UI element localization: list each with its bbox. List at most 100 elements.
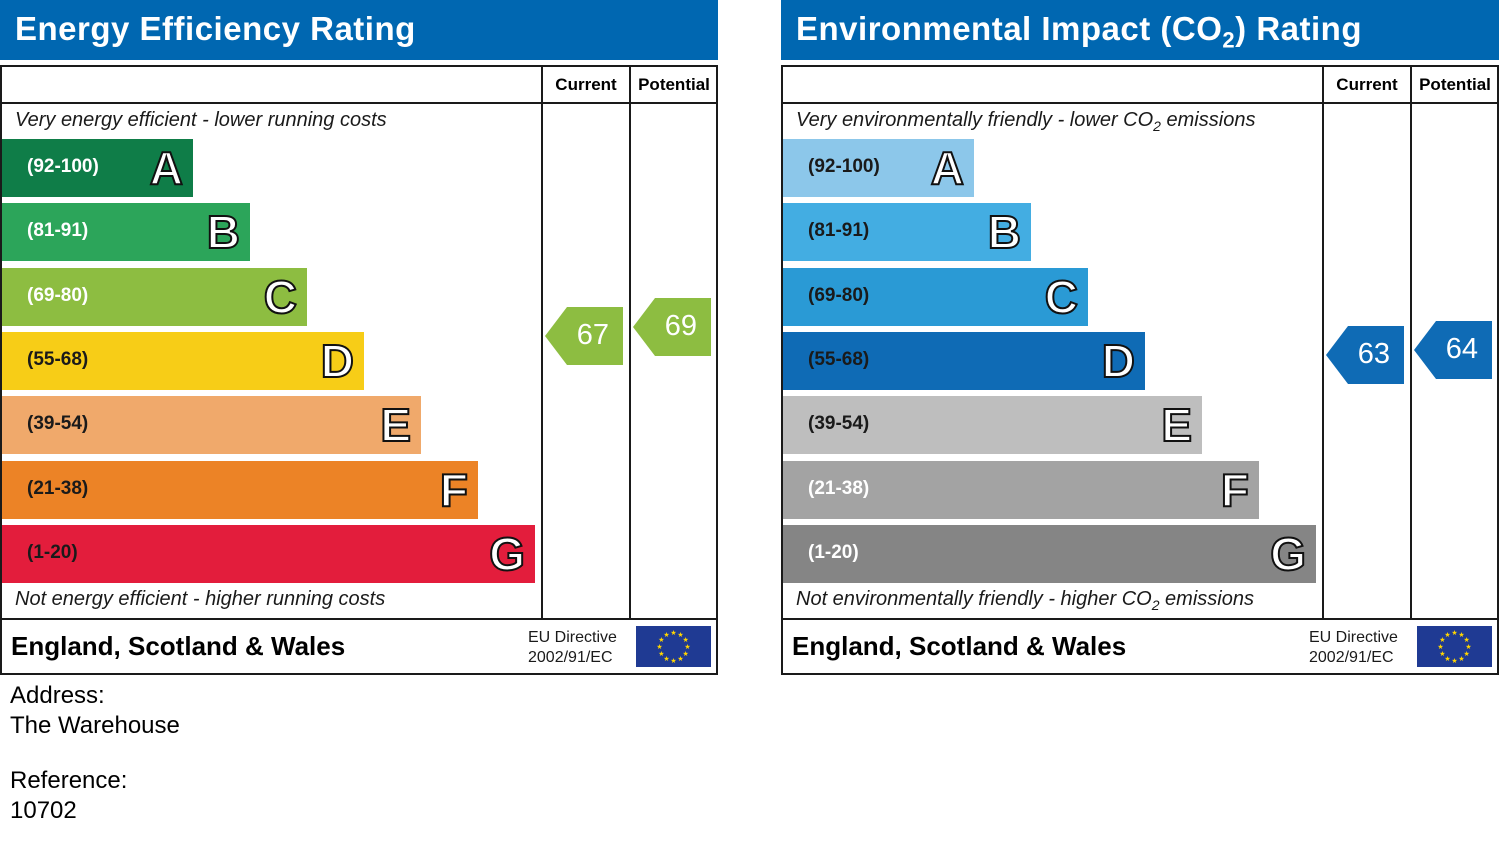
svg-text:★: ★ [677,655,683,663]
address-value: The Warehouse [10,712,180,739]
reference-label: Reference: [10,767,128,794]
svg-text:★: ★ [658,636,664,644]
environmental-eu-directive: EU Directive 2002/91/EC [1309,629,1398,666]
svg-text:★: ★ [1437,643,1443,651]
environmental-band-g-range: (1-20) [808,541,859,563]
environmental-potential-rating-arrow-shape [1414,321,1492,380]
energy-efficiency-panel: Energy Efficiency Rating Current Potential… [0,0,718,675]
energy-potential-column-header: Potential [638,75,710,94]
environmental-band-e-range: (39-54) [808,413,870,435]
energy-eu-directive: EU Directive 2002/91/EC [528,629,617,666]
energy-band-a: (92-100) A [2,139,193,197]
svg-text:★: ★ [1444,631,1450,639]
environmental-band-a: (92-100) A [783,139,974,197]
svg-text:★: ★ [1444,655,1450,663]
environmental-impact-panel: Environmental Impact (CO2) Rating Current… [781,0,1499,675]
energy-band-c: (69-80) C [2,267,307,326]
reference-value: 10702 [10,797,77,824]
environmental-potential-rating-arrow-value: 64 [1445,333,1478,366]
svg-text:★: ★ [656,643,662,651]
energy-current-rating-arrow-value: 67 [576,319,609,352]
svg-text:★: ★ [682,650,688,658]
svg-text:★: ★ [1458,631,1464,639]
environmental-band-b-letter: B [987,205,1022,259]
environmental-band-b-range: (81-91) [808,220,870,242]
energy-current-rating-arrow-shape [545,307,623,366]
environmental-band-f-range: (21-38) [808,477,870,499]
environmental-band-d: (55-68) D [783,331,1145,390]
svg-text:★: ★ [670,657,676,665]
environmental-potential-rating-arrow: 64 [1414,321,1492,380]
energy-band-g: (1-20) G [2,524,535,583]
energy-band-e: (39-54) E [2,396,421,455]
environmental-band-e: (39-54) E [783,396,1202,455]
energy-band-a-letter: A [149,141,184,195]
energy-header-divider-columns [541,102,717,104]
svg-text:★: ★ [1439,650,1445,658]
eu-flag-icon: ★ ★★★★★★★★★★★ [636,626,711,667]
energy-band-g-range: (1-20) [27,541,78,563]
environmental-potential-column-header: Potential [1419,75,1491,94]
energy-current-rating-arrow: 67 [545,307,623,366]
environmental-region-label: England, Scotland & Wales [792,631,1127,661]
environmental-header-divider-columns [1322,102,1498,104]
environmental-potential-column-divider [1410,67,1412,618]
environmental-current-column-header: Current [1336,75,1398,94]
environmental-current-rating-arrow-shape [1326,325,1404,384]
environmental-band-b: (81-91) B [783,203,1031,262]
energy-current-column-divider [541,67,543,618]
svg-text:★: ★ [1451,657,1457,665]
svg-text:★: ★ [1463,650,1469,658]
svg-text:★: ★ [677,631,683,639]
energy-band-d-range: (55-68) [27,348,89,370]
environmental-band-e-letter: E [1160,398,1193,452]
environmental-band-f: (21-38) F [783,460,1259,519]
environmental-current-rating-arrow: 63 [1326,325,1404,384]
energy-band-c-range: (69-80) [27,284,89,306]
svg-text:★: ★ [1439,636,1445,644]
environmental-band-f-letter: F [1220,463,1250,517]
energy-bottom-caption: Not energy efficient - higher running co… [15,588,386,610]
energy-potential-rating-arrow-shape [633,297,711,356]
svg-text:★: ★ [670,629,676,637]
energy-potential-rating-arrow: 69 [633,297,711,356]
energy-band-g-letter: G [488,527,526,581]
svg-text:★: ★ [1451,629,1457,637]
energy-band-b: (81-91) B [2,203,250,262]
environmental-current-rating-arrow-value: 63 [1357,337,1390,370]
environmental-band-a-letter: A [930,141,965,195]
energy-band-b-range: (81-91) [27,220,89,242]
energy-footer-divider [2,618,716,620]
energy-band-f-range: (21-38) [27,477,89,499]
svg-text:★: ★ [1465,643,1471,651]
environmental-band-a-range: (92-100) [808,156,880,177]
energy-title: Energy Efficiency Rating [0,0,718,60]
environmental-chart-body: Current Potential Very environmentally fri… [781,65,1499,675]
svg-text:★: ★ [1463,636,1469,644]
address-label: Address: [10,682,105,709]
energy-chart-body: Current Potential Very energy efficient - … [0,65,718,675]
energy-band-d-letter: D [320,334,355,388]
environmental-band-g-letter: G [1269,527,1307,581]
eu-flag-icon: ★ ★★★★★★★★★★★ [1417,626,1492,667]
energy-region-label: England, Scotland & Wales [11,631,346,661]
environmental-band-d-letter: D [1101,334,1136,388]
environmental-band-c-range: (69-80) [808,284,870,306]
svg-text:★: ★ [663,631,669,639]
energy-band-e-range: (39-54) [27,413,89,435]
energy-potential-rating-arrow-value: 69 [664,309,697,342]
energy-band-a-range: (92-100) [27,156,99,177]
svg-text:★: ★ [1458,655,1464,663]
energy-current-column-header: Current [555,75,617,94]
svg-text:★: ★ [658,650,664,658]
energy-potential-column-divider [629,67,631,618]
environmental-band-d-range: (55-68) [808,348,870,370]
environmental-bottom-caption: Not environmentally friendly - higher CO… [796,588,1254,613]
environmental-current-column-divider [1322,67,1324,618]
svg-text:★: ★ [682,636,688,644]
environmental-title: Environmental Impact (CO2) Rating [781,0,1499,60]
environmental-band-g: (1-20) G [783,524,1316,583]
svg-text:★: ★ [663,655,669,663]
energy-band-b-letter: B [206,205,241,259]
environmental-band-c: (69-80) C [783,267,1088,326]
